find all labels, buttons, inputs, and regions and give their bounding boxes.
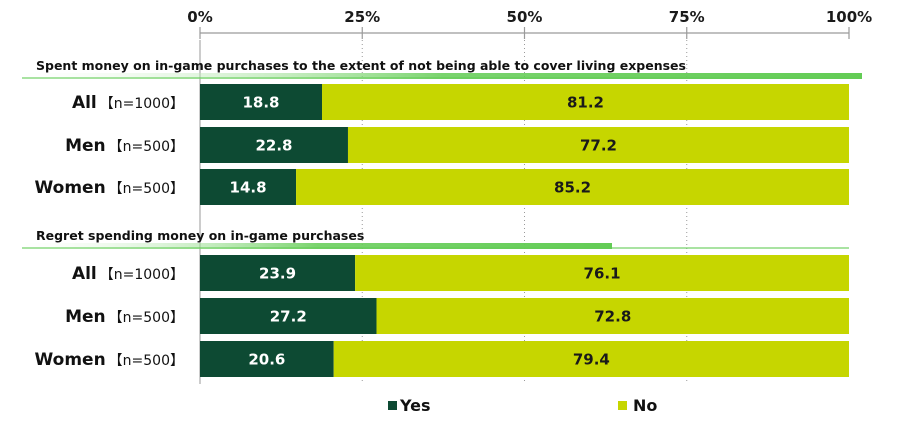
- category-sample-size: 【n=500】: [109, 353, 184, 369]
- x-tick-label: 100%: [826, 8, 872, 26]
- legend-swatch: [388, 401, 397, 410]
- data-label-yes: 22.8: [255, 137, 292, 155]
- section-band: [22, 73, 862, 79]
- data-label-no: 81.2: [567, 94, 604, 112]
- bar-no: [347, 127, 849, 163]
- legend-item: No: [618, 396, 657, 415]
- category-name: Men: [65, 307, 106, 327]
- bar-no: [355, 255, 849, 291]
- category-name: All: [72, 264, 97, 284]
- bar-row: All 【n=1000】 23.9 76.1: [72, 255, 849, 291]
- x-tick-label: 50%: [507, 8, 543, 26]
- bar-row: Men 【n=500】 27.2 72.8: [65, 298, 849, 334]
- legend-label: Yes: [399, 396, 431, 415]
- x-tick-label: 75%: [669, 8, 705, 26]
- data-label-yes: 20.6: [248, 351, 285, 369]
- data-label-yes: 18.8: [242, 94, 279, 112]
- category-sample-size: 【n=1000】: [100, 96, 184, 112]
- category-sample-size: 【n=1000】: [100, 267, 184, 283]
- bar-row: All 【n=1000】 18.8 81.2: [72, 84, 850, 120]
- bar-groups: Spent money on in-game purchases to the …: [22, 58, 862, 377]
- bar-no: [376, 298, 849, 334]
- category-name: Women: [35, 350, 106, 370]
- category-name: Men: [65, 136, 106, 156]
- data-label-no: 77.2: [580, 137, 617, 155]
- bar-no: [333, 341, 850, 377]
- data-label-yes: 27.2: [270, 308, 307, 326]
- section-band: [22, 243, 612, 249]
- legend-swatch: [618, 401, 627, 410]
- group-title: Regret spending money on in-game purchas…: [36, 228, 364, 243]
- data-label-yes: 23.9: [259, 265, 296, 283]
- category-sample-size: 【n=500】: [109, 310, 184, 326]
- category-name: All: [72, 93, 97, 113]
- data-label-no: 72.8: [594, 308, 631, 326]
- category-label: Women 【n=500】: [35, 350, 185, 370]
- bar-no: [322, 84, 850, 120]
- bar-yes: [200, 84, 323, 120]
- bar-no: [296, 169, 849, 205]
- data-label-no: 76.1: [584, 265, 621, 283]
- category-label: All 【n=1000】: [72, 264, 184, 284]
- category-label: Men 【n=500】: [65, 307, 184, 327]
- bar-yes: [200, 298, 377, 334]
- data-label-yes: 14.8: [230, 179, 267, 197]
- bar-row: Men 【n=500】 22.8 77.2: [65, 127, 849, 163]
- group-title: Spent money on in-game purchases to the …: [36, 58, 686, 73]
- bar-yes: [200, 127, 348, 163]
- legend-item: Yes: [388, 396, 431, 415]
- legend-label: No: [633, 396, 657, 415]
- bar-group: Regret spending money on in-game purchas…: [22, 228, 850, 377]
- category-label: Men 【n=500】: [65, 136, 184, 156]
- section-band-line: [22, 247, 849, 249]
- data-label-no: 85.2: [554, 179, 591, 197]
- bar-group: Spent money on in-game purchases to the …: [22, 58, 862, 205]
- legend: Yes No: [388, 396, 657, 415]
- category-label: Women 【n=500】: [35, 178, 185, 198]
- bar-yes: [200, 169, 297, 205]
- x-tick-label: 25%: [344, 8, 380, 26]
- category-sample-size: 【n=500】: [109, 181, 184, 197]
- bar-yes: [200, 255, 356, 291]
- category-label: All 【n=1000】: [72, 93, 184, 113]
- data-label-no: 79.4: [573, 351, 610, 369]
- category-sample-size: 【n=500】: [109, 139, 184, 155]
- bar-row: Women 【n=500】 14.8 85.2: [35, 169, 849, 205]
- x-tick-label: 0%: [187, 8, 212, 26]
- x-axis: 0% 25% 50% 75% 100%: [187, 8, 872, 39]
- category-name: Women: [35, 178, 106, 198]
- bar-row: Women 【n=500】 20.6 79.4: [35, 341, 850, 377]
- section-band-line: [22, 77, 849, 79]
- bar-yes: [200, 341, 334, 377]
